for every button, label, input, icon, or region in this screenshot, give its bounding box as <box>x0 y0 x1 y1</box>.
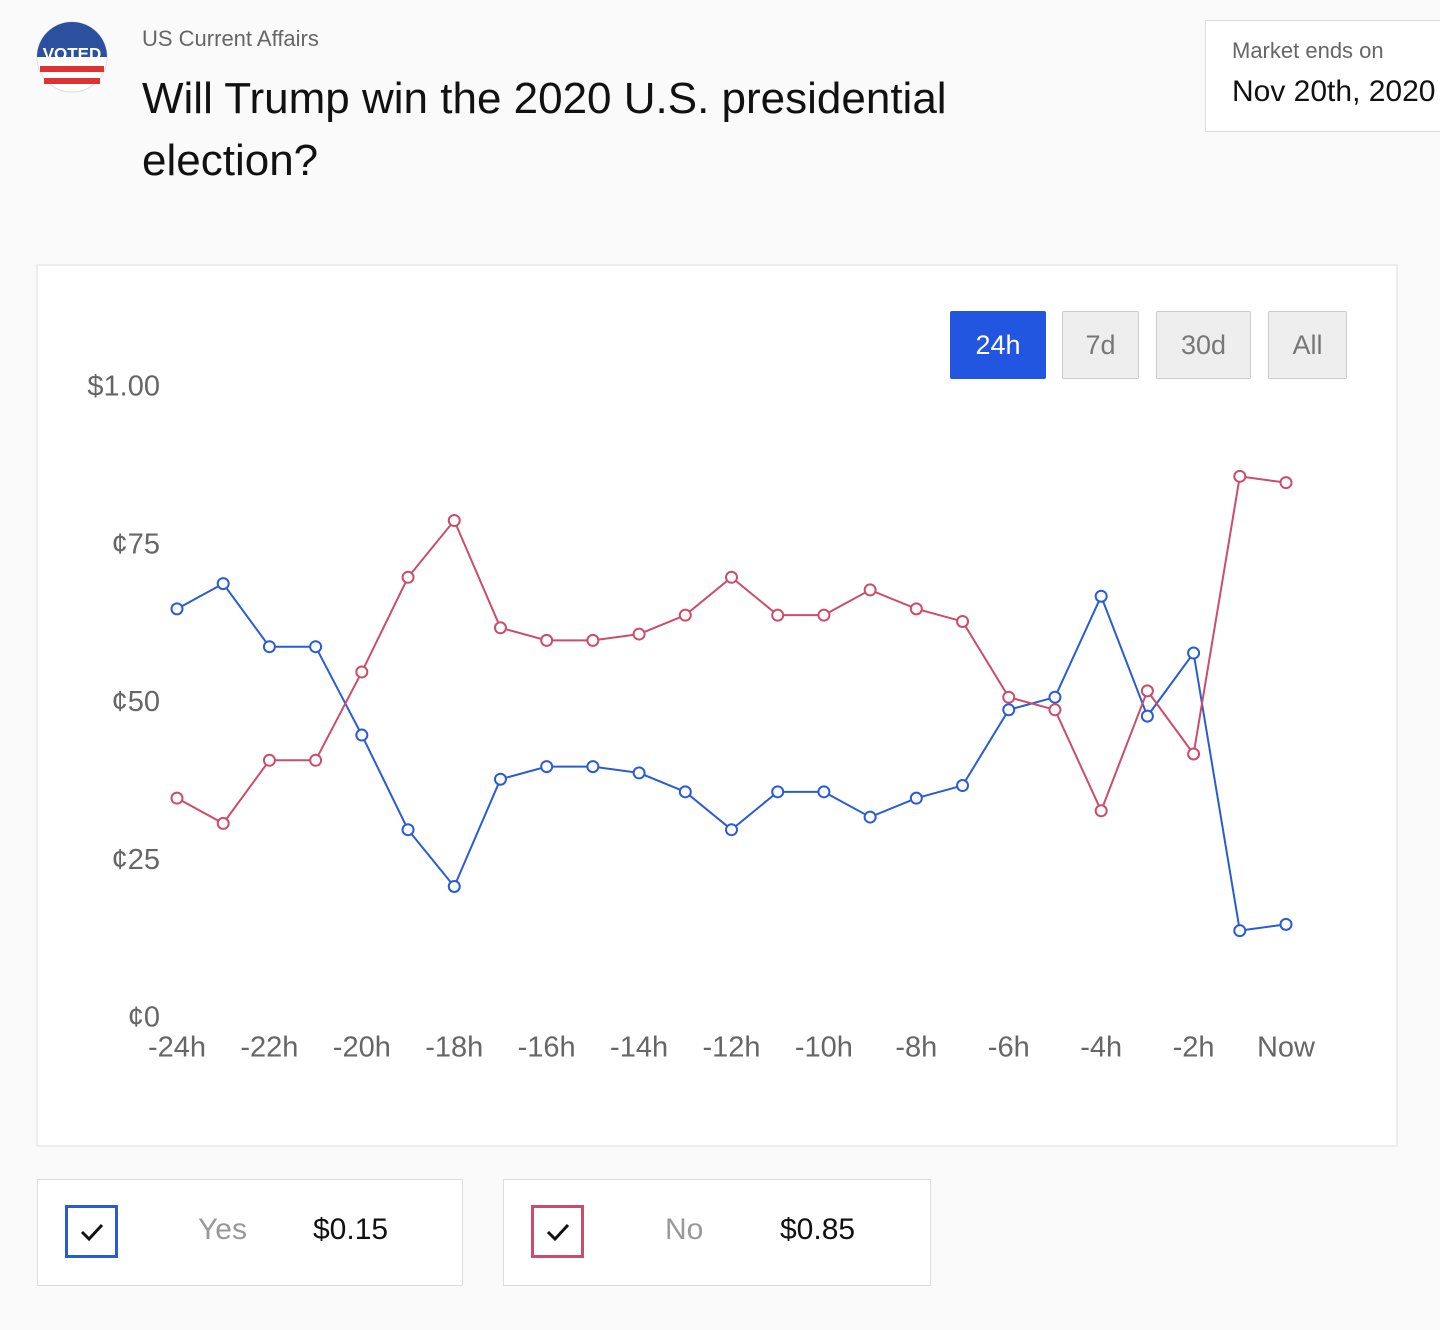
data-point <box>1279 476 1293 490</box>
data-point <box>1187 646 1201 660</box>
x-tick-label: -24h <box>148 1032 206 1064</box>
market-end-box: Market ends on Nov 20th, 2020 <box>1205 20 1440 132</box>
outcome-card[interactable]: No $0.85 <box>503 1179 931 1286</box>
y-tick-label: ¢75 <box>112 528 160 560</box>
data-point <box>771 608 785 622</box>
data-point <box>817 785 831 799</box>
logo: VOTED <box>36 21 108 93</box>
check-icon <box>80 1223 104 1242</box>
y-tick-label: ¢50 <box>112 686 160 718</box>
x-tick-label: -20h <box>333 1032 391 1064</box>
x-tick-label: -6h <box>988 1032 1030 1064</box>
data-point <box>401 823 415 837</box>
data-point <box>170 602 184 616</box>
data-point <box>493 621 507 635</box>
data-point <box>586 760 600 774</box>
data-point <box>725 823 738 837</box>
data-point <box>1233 469 1247 483</box>
data-point <box>1048 703 1062 717</box>
outcome-price: $0.85 <box>780 1213 856 1246</box>
data-point <box>863 810 877 824</box>
range-button[interactable]: 7d <box>1062 311 1139 379</box>
category: US Current Affairs <box>142 26 319 51</box>
data-point <box>447 514 461 528</box>
x-tick-label: -16h <box>518 1032 576 1064</box>
data-point <box>909 791 923 805</box>
data-point <box>1002 690 1016 704</box>
y-tick-label: $1.00 <box>87 371 160 403</box>
data-point <box>678 785 692 799</box>
range-button[interactable]: All <box>1268 311 1347 379</box>
data-point <box>678 608 692 622</box>
x-tick-label: -18h <box>425 1032 483 1064</box>
range-button[interactable]: 24h <box>950 311 1046 379</box>
data-point <box>817 608 831 622</box>
data-point <box>1140 684 1154 698</box>
data-point <box>725 570 738 584</box>
x-tick-label: -14h <box>610 1032 668 1064</box>
data-point <box>170 791 184 805</box>
x-tick-label: -8h <box>895 1032 937 1064</box>
data-point <box>1187 747 1201 761</box>
data-point <box>1094 804 1108 818</box>
data-point <box>956 779 970 793</box>
data-point <box>493 772 507 786</box>
data-point <box>216 816 230 830</box>
data-point <box>956 614 970 628</box>
check-icon <box>546 1223 570 1242</box>
data-point <box>909 602 923 616</box>
y-tick-label: ¢0 <box>128 1002 160 1034</box>
checkbox[interactable] <box>65 1205 118 1258</box>
data-point <box>540 760 554 774</box>
data-point <box>309 640 323 654</box>
data-point <box>1002 703 1016 717</box>
data-point <box>1233 924 1247 938</box>
data-point <box>1048 690 1062 704</box>
checkbox[interactable] <box>531 1205 584 1258</box>
data-point <box>401 570 415 584</box>
data-point <box>216 577 230 591</box>
data-point <box>540 633 554 647</box>
outcome-card[interactable]: Yes $0.15 <box>37 1179 463 1286</box>
y-tick-label: ¢25 <box>112 844 160 876</box>
market-end-label: Market ends on <box>1232 38 1384 63</box>
data-point <box>355 665 369 679</box>
logo-text: VOTED <box>43 44 102 63</box>
range-button[interactable]: 30d <box>1156 311 1251 379</box>
data-point <box>1279 917 1293 931</box>
data-point <box>771 785 785 799</box>
outcome-name: No <box>665 1213 704 1246</box>
data-point <box>447 879 461 893</box>
x-tick-label: -22h <box>240 1032 298 1064</box>
x-tick-label: -2h <box>1173 1032 1215 1064</box>
data-point <box>355 728 369 742</box>
data-point <box>309 753 323 767</box>
x-tick-label: -4h <box>1080 1032 1122 1064</box>
data-point <box>632 766 646 780</box>
data-point <box>1094 589 1108 603</box>
data-point <box>863 583 877 597</box>
x-tick-label: Now <box>1257 1032 1316 1064</box>
data-point <box>262 753 276 767</box>
x-tick-label: -12h <box>702 1032 760 1064</box>
outcome-name: Yes <box>198 1213 247 1246</box>
market-end-date: Nov 20th, 2020 <box>1232 75 1436 108</box>
x-tick-label: -10h <box>795 1032 853 1064</box>
data-point <box>262 640 276 654</box>
data-point <box>632 627 646 641</box>
chart-card <box>36 264 1398 1147</box>
data-point <box>586 633 600 647</box>
outcome-price: $0.15 <box>313 1213 389 1246</box>
title: Will Trump win the 2020 U.S. presidentia… <box>142 74 947 185</box>
data-point <box>1140 709 1154 723</box>
